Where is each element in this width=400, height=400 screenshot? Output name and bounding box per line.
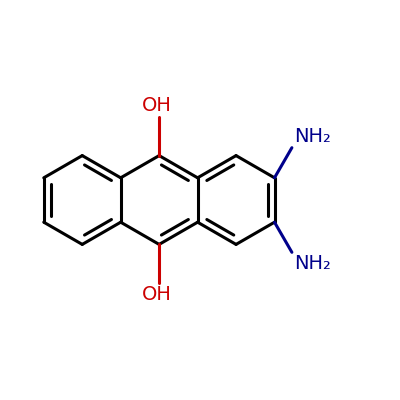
Text: OH: OH: [142, 285, 172, 304]
Text: OH: OH: [142, 96, 172, 115]
Text: NH₂: NH₂: [294, 254, 331, 273]
Text: NH₂: NH₂: [294, 127, 331, 146]
